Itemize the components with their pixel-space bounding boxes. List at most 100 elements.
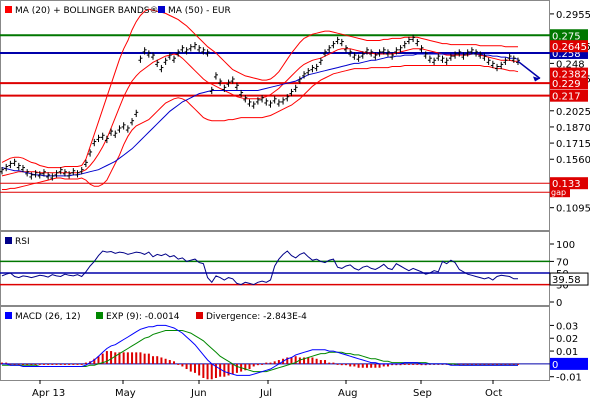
divergence-bar	[370, 363, 373, 368]
divergence-bar	[382, 363, 385, 367]
divergence-bar	[454, 363, 457, 366]
x-tick-label: May	[115, 388, 136, 399]
divergence-bar	[386, 363, 389, 367]
divergence-bar	[512, 363, 515, 365]
divergence-bar	[110, 351, 113, 364]
divergence-bar	[206, 363, 209, 380]
macd-line	[2, 324, 518, 376]
divergence-bar	[139, 352, 142, 364]
divergence-bar	[424, 363, 427, 366]
divergence-bar	[500, 363, 503, 365]
macd-legend: MACD (26, 12) EXP (9): -0.0014 Divergenc…	[5, 312, 307, 322]
divergence-bar	[160, 357, 163, 364]
divergence-bar	[164, 358, 167, 364]
x-tick-label: Sep	[413, 388, 432, 399]
x-tick-label: Jun	[190, 388, 207, 399]
divergence-bar	[135, 352, 138, 364]
divergence-bar	[219, 363, 222, 377]
divergence-bar	[189, 363, 192, 372]
divergence-bar	[114, 352, 117, 364]
ma20-line	[1, 48, 518, 177]
price-legend: MA (20) + BOLLINGER BANDS® MA (50) - EUR	[5, 6, 231, 16]
divergence-bar	[38, 363, 41, 365]
divergence-bar	[470, 363, 473, 365]
divergence-bar	[9, 363, 12, 365]
gap-label: gap	[551, 188, 566, 197]
level-tag: 0.217	[552, 92, 581, 103]
rsi-y-tick-label: 100	[556, 240, 575, 251]
divergence-bar	[156, 356, 159, 364]
price-y-tick-label: 0.1715	[556, 139, 590, 150]
macd-current-tag-bg	[550, 357, 588, 370]
divergence-bar	[13, 363, 16, 365]
macd-y-tick-label: 0.03	[556, 321, 578, 332]
divergence-bar	[269, 362, 272, 364]
divergence-bar	[319, 360, 322, 364]
divergence-bar	[47, 363, 50, 365]
divergence-bar	[214, 363, 217, 378]
divergence-bar	[378, 363, 381, 368]
divergence-bar	[55, 363, 58, 365]
rsi-panel-frame	[0, 231, 550, 306]
divergence-bar	[131, 352, 134, 364]
ma50-line	[1, 53, 519, 177]
divergence-bar	[399, 363, 402, 366]
divergence-bar	[252, 363, 255, 367]
macd-y-tick-label: 0.02	[556, 334, 578, 345]
divergence-bar	[336, 363, 339, 365]
price-panel: 0.29550.26450.2480.23350.20250.18700.171…	[0, 8, 590, 215]
macd-current-tag: 0	[552, 360, 558, 371]
divergence-bar	[105, 351, 108, 364]
divergence-bar	[340, 363, 343, 366]
divergence-bar	[51, 363, 54, 365]
divergence-bar	[97, 356, 100, 364]
price-tag-bg	[550, 40, 588, 53]
price-tag: 0.2645	[552, 42, 587, 53]
macd-legend-swatch	[5, 312, 12, 319]
level-tag: 0.133	[552, 179, 581, 190]
divergence-bar	[198, 363, 201, 376]
macd-y-tick-label: 0.01	[556, 347, 578, 358]
level-tag-bg	[550, 77, 588, 90]
price-y-tick-label: 0.1560	[556, 155, 590, 166]
divergence-bar	[286, 357, 289, 364]
rsi-y-tick-label: 30	[556, 281, 569, 292]
divergence-bar	[458, 363, 461, 365]
divergence-bar	[210, 363, 213, 380]
divergence-bar	[181, 363, 184, 367]
macd-legend-label: MACD (26, 12)	[15, 312, 81, 322]
divergence-bar	[63, 363, 66, 365]
level-tag: 0.275	[552, 31, 581, 42]
macd-y-tick-label: -0.01	[556, 373, 582, 384]
price-tag-bg	[550, 67, 588, 80]
divergence-bar	[475, 363, 478, 365]
rsi-current-tag: 39.58	[552, 275, 581, 286]
divergence-bar	[5, 362, 8, 364]
divergence-bar	[416, 363, 419, 365]
rsi-y-tick-label: 70	[556, 257, 569, 268]
divergence-bar	[265, 362, 268, 364]
divergence-bar	[143, 353, 146, 364]
level-tag-bg	[550, 29, 588, 42]
level-tag-bg	[550, 89, 588, 102]
divergence-bar	[407, 363, 410, 365]
rsi-panel: 100705030039.58	[0, 240, 589, 309]
divergence-bar	[122, 352, 125, 364]
divergence-bar	[395, 363, 398, 366]
divergence-bar	[487, 363, 490, 365]
ma20-legend-swatch	[5, 6, 12, 13]
divergence-bar	[303, 357, 306, 364]
divergence-bar	[311, 357, 314, 364]
ma50-legend-swatch	[158, 6, 165, 13]
divergence-bar	[466, 363, 469, 365]
level-tag: 0.229	[552, 79, 581, 90]
x-tick-label: Oct	[485, 388, 502, 399]
divergence-bar	[152, 356, 155, 364]
divergence-bar	[177, 363, 180, 365]
divergence-bar	[462, 363, 465, 365]
divergence-bar	[84, 362, 87, 364]
exp-legend-swatch	[96, 312, 103, 319]
divergence-bar	[42, 363, 45, 365]
divergence-bar	[449, 363, 452, 366]
